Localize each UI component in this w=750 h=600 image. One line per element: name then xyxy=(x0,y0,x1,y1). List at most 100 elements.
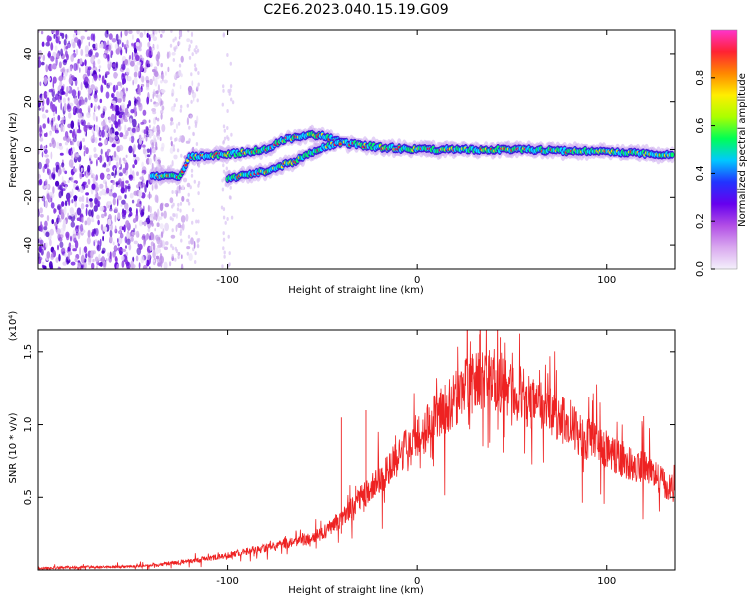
noise-speckle xyxy=(58,209,61,215)
noise-speckle xyxy=(77,231,81,240)
noise-speckle xyxy=(69,138,72,143)
noise-speckle xyxy=(142,144,146,148)
noise-speckle xyxy=(176,73,179,78)
noise-speckle xyxy=(66,147,69,155)
noise-speckle xyxy=(68,242,72,248)
noise-speckle xyxy=(226,53,229,57)
noise-speckle xyxy=(197,163,201,168)
noise-speckle xyxy=(88,124,94,129)
noise-speckle xyxy=(140,65,144,72)
noise-speckle xyxy=(90,70,93,74)
noise-speckle xyxy=(222,139,226,144)
noise-speckle xyxy=(93,92,98,99)
spectrogram-noise-layer xyxy=(38,30,235,269)
noise-speckle xyxy=(117,81,122,87)
noise-speckle xyxy=(78,196,83,202)
noise-speckle xyxy=(51,137,55,145)
noise-speckle xyxy=(76,153,80,158)
noise-speckle xyxy=(91,209,94,218)
noise-speckle xyxy=(153,259,156,263)
noise-speckle xyxy=(125,87,129,92)
noise-speckle xyxy=(56,30,60,36)
y-tick-label: 1.0 xyxy=(23,417,34,433)
noise-speckle xyxy=(97,157,100,161)
noise-speckle xyxy=(38,107,41,111)
noise-speckle xyxy=(76,185,79,191)
noise-speckle xyxy=(135,203,141,208)
noise-speckle xyxy=(121,199,126,205)
noise-speckle xyxy=(77,129,82,134)
noise-speckle xyxy=(194,120,197,124)
noise-speckle xyxy=(80,266,84,269)
colorbar-ticks: 0.0 0.2 0.4 0.6 0.8 xyxy=(695,70,715,277)
noise-speckle xyxy=(143,238,146,247)
noise-speckle xyxy=(108,128,111,137)
noise-speckle xyxy=(88,154,93,159)
noise-speckle xyxy=(78,108,83,114)
noise-speckle xyxy=(73,195,78,199)
noise-speckle xyxy=(122,116,128,121)
noise-speckle xyxy=(178,41,181,46)
noise-speckle xyxy=(191,208,195,212)
noise-speckle xyxy=(42,166,45,173)
noise-speckle xyxy=(99,183,104,189)
noise-speckle xyxy=(170,243,173,248)
noise-speckle xyxy=(39,207,43,214)
figure-title: C2E6.2023.040.15.19.G09 xyxy=(263,2,448,18)
noise-speckle xyxy=(108,191,114,197)
noise-speckle xyxy=(128,174,134,181)
noise-speckle xyxy=(177,202,180,207)
noise-speckle xyxy=(62,136,68,141)
y-tick-label: 20 xyxy=(23,95,34,108)
noise-speckle xyxy=(114,214,117,223)
noise-speckle xyxy=(154,78,158,87)
noise-speckle xyxy=(150,147,152,156)
noise-speckle xyxy=(160,146,164,152)
noise-speckle xyxy=(145,134,150,138)
noise-speckle xyxy=(50,202,55,209)
noise-speckle xyxy=(48,191,54,196)
noise-speckle xyxy=(192,247,195,252)
noise-speckle xyxy=(43,90,48,99)
y-tick-label: -20 xyxy=(23,189,34,205)
noise-speckle xyxy=(96,89,98,93)
noise-speckle xyxy=(179,201,183,206)
noise-speckle xyxy=(161,105,165,111)
noise-speckle xyxy=(83,261,87,269)
noise-speckle xyxy=(192,131,195,136)
y-tick-label: 0 xyxy=(23,146,34,152)
noise-speckle xyxy=(74,37,79,43)
noise-speckle xyxy=(178,63,182,68)
noise-speckle xyxy=(64,200,68,207)
noise-speckle xyxy=(128,145,133,154)
noise-speckle xyxy=(191,89,194,94)
noise-speckle xyxy=(145,87,150,91)
noise-speckle xyxy=(146,96,150,105)
noise-speckle xyxy=(107,82,113,86)
noise-speckle xyxy=(45,231,50,238)
noise-speckle xyxy=(110,189,113,193)
noise-speckle xyxy=(171,253,174,258)
noise-speckle xyxy=(186,182,191,188)
noise-speckle xyxy=(61,162,65,168)
noise-speckle xyxy=(134,110,137,118)
noise-speckle xyxy=(120,117,124,124)
noise-speckle xyxy=(91,231,95,237)
noise-speckle xyxy=(92,258,95,263)
noise-speckle xyxy=(117,180,121,184)
noise-speckle xyxy=(105,71,110,75)
noise-speckle xyxy=(154,30,158,35)
noise-speckle xyxy=(197,219,200,224)
noise-speckle xyxy=(105,167,110,173)
noise-speckle xyxy=(143,221,148,226)
noise-speckle xyxy=(43,76,48,85)
noise-speckle xyxy=(176,123,178,130)
x-tick-label: 0 xyxy=(414,275,420,286)
noise-speckle xyxy=(81,99,84,106)
noise-speckle xyxy=(84,96,88,104)
noise-speckle xyxy=(59,241,64,248)
noise-speckle xyxy=(44,163,47,169)
noise-speckle xyxy=(88,256,92,264)
noise-speckle xyxy=(145,49,151,58)
